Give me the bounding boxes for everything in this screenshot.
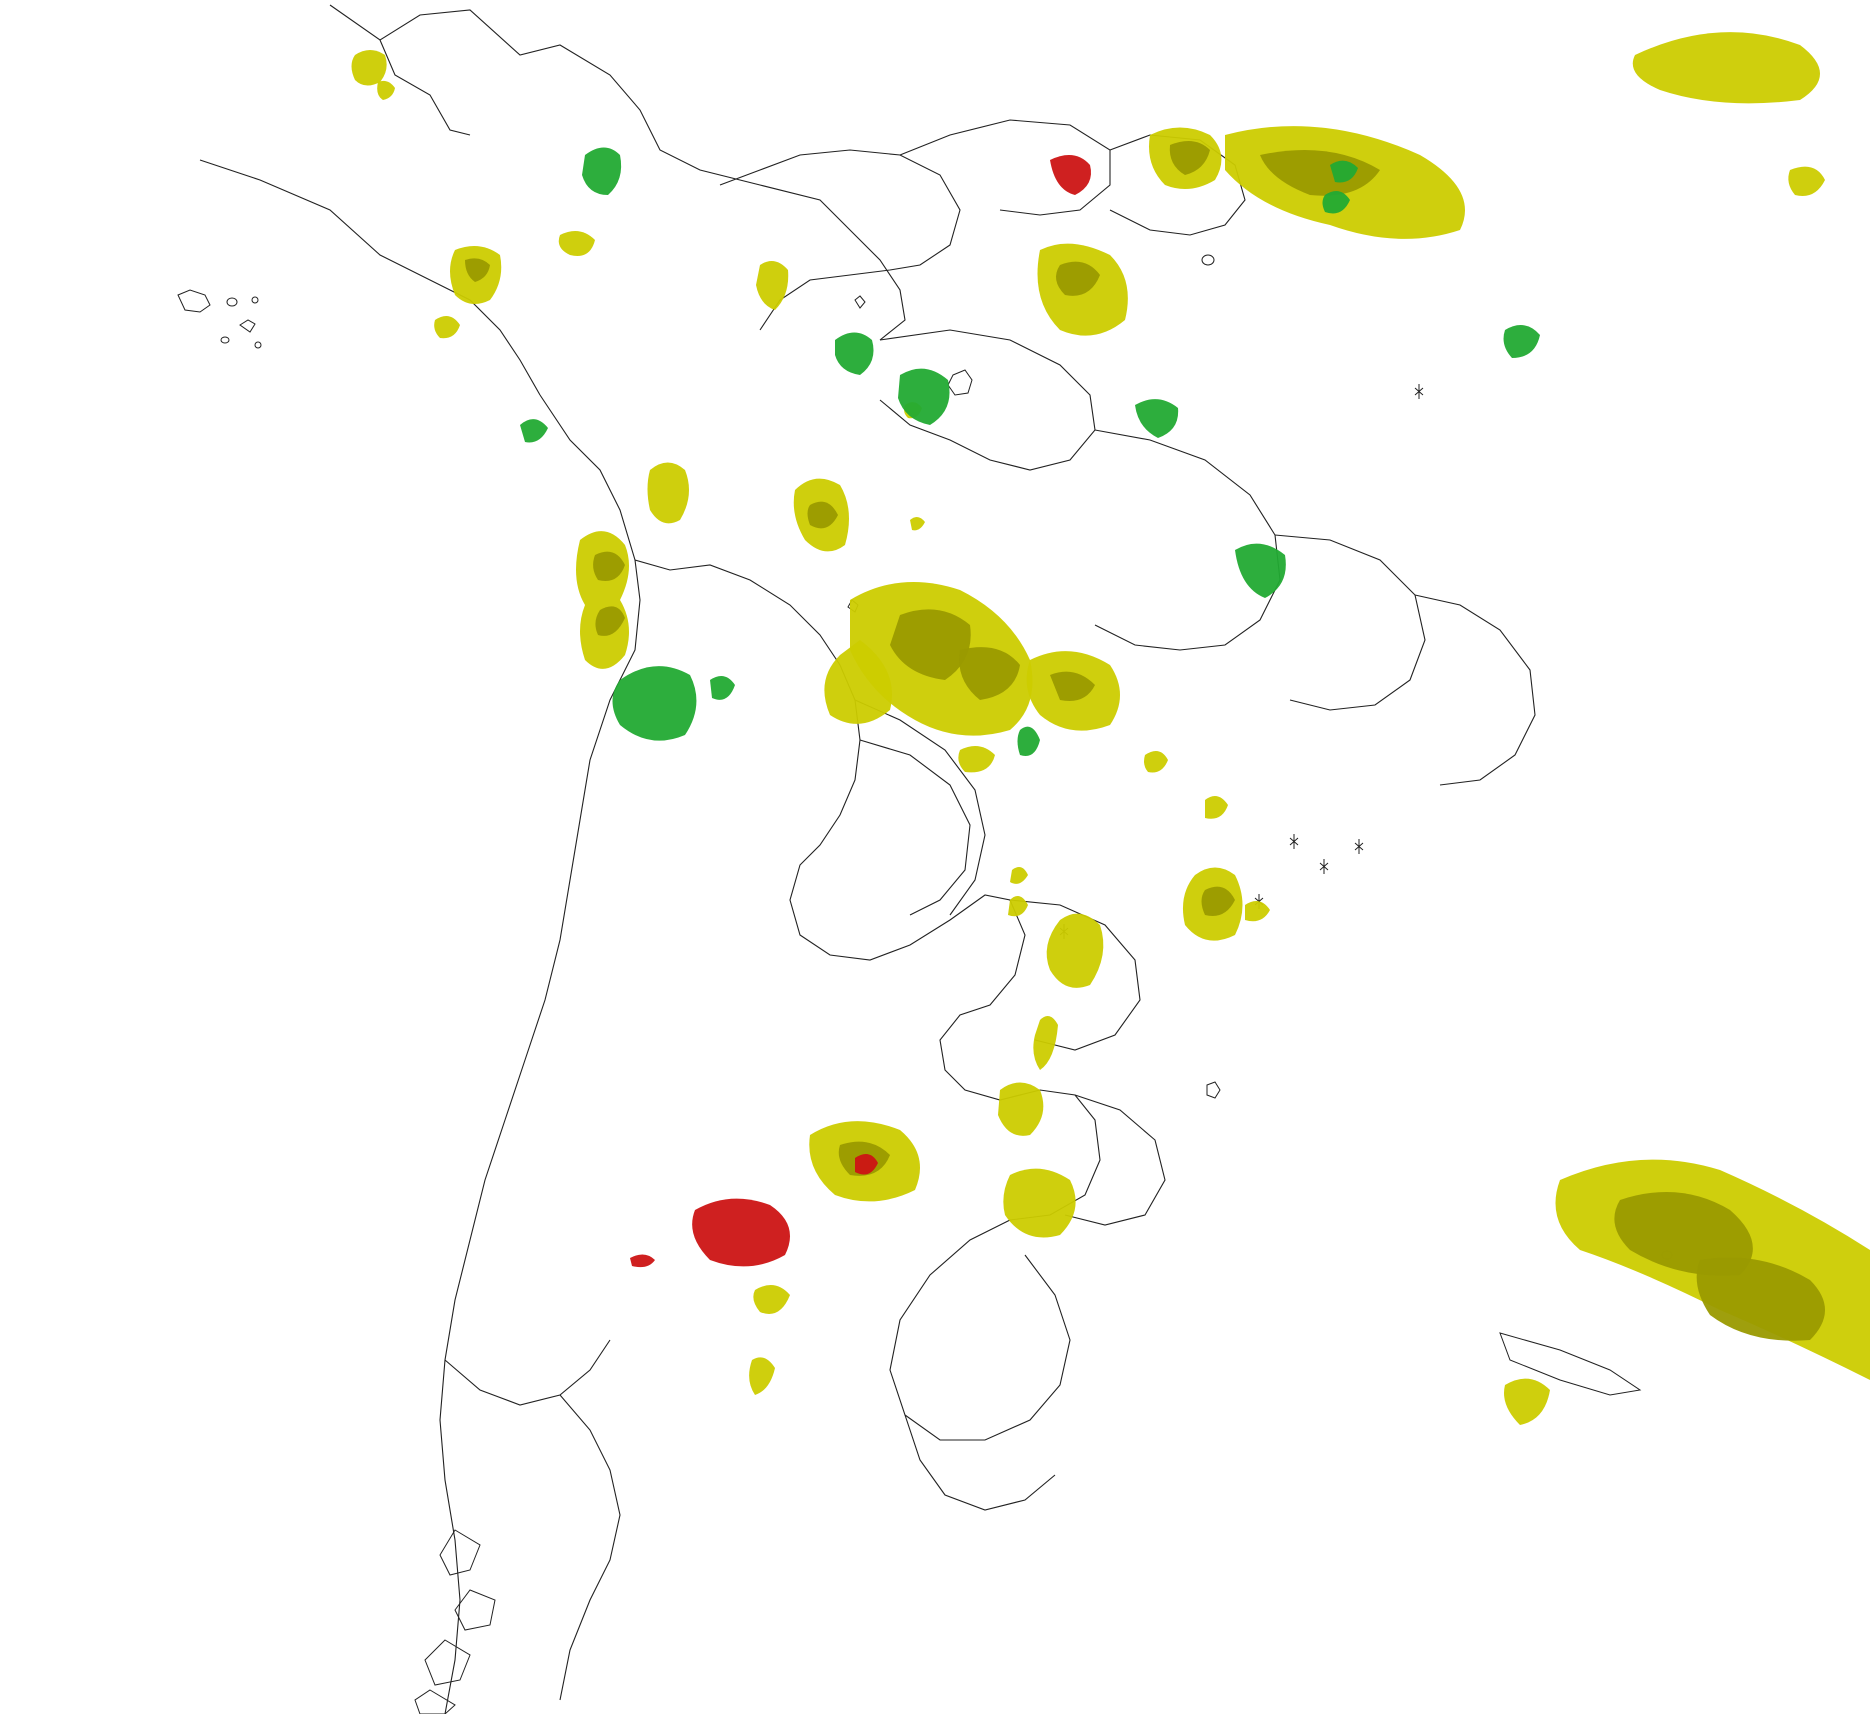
storm-cell-yellow <box>753 1285 790 1314</box>
storm-cell-yellow <box>998 1083 1043 1136</box>
storm-cell-green <box>835 333 874 376</box>
storm-cell-yellow <box>377 81 395 100</box>
storm-cell-yellow <box>756 261 788 310</box>
storm-cell-yellow <box>648 463 690 524</box>
storm-cell-yellow <box>1010 867 1028 884</box>
storm-cell-yellow <box>1788 167 1825 196</box>
storm-cell-red <box>1050 155 1091 195</box>
tiny-dot-icon <box>855 296 865 308</box>
storm-cell-yellow <box>559 231 595 256</box>
storm-cell-green <box>898 369 950 425</box>
south-america-weather-map <box>0 0 1870 1714</box>
storm-cell-yellow <box>352 50 387 86</box>
storm-cell-green <box>520 419 548 442</box>
storm-cell-yellow <box>1003 1169 1075 1238</box>
storm-cell-yellow <box>1144 751 1168 773</box>
storm-cell-yellow <box>958 746 995 772</box>
storm-cell-yellow <box>1033 1016 1058 1070</box>
storm-cell-yellow <box>749 1357 775 1395</box>
storm-cell-green <box>1135 399 1178 438</box>
storm-cell-green <box>1235 544 1286 598</box>
storm-cell-yellow <box>1008 896 1028 916</box>
galapagos-islands-icon <box>178 290 261 348</box>
country-borders <box>200 5 1535 1714</box>
storm-cell-yellow <box>1245 901 1270 921</box>
storm-cell-green <box>710 676 735 700</box>
storm-cell-green <box>582 148 621 196</box>
storm-cell-yellow <box>910 517 925 530</box>
storm-cell-yellow <box>1633 32 1820 103</box>
lake-titicaca-icon <box>948 370 972 395</box>
storm-cell-yellow <box>1504 1379 1550 1425</box>
storm-cell-red <box>630 1254 655 1267</box>
storm-cell-green <box>613 666 697 741</box>
lakes-and-small-islands <box>178 255 1672 1714</box>
storm-cell-yellow <box>1205 796 1228 819</box>
storm-cell-yellow <box>1047 914 1104 988</box>
ocean-station-markers <box>1060 384 1423 939</box>
map-svg <box>0 0 1870 1714</box>
small-island-icon <box>1207 1082 1220 1098</box>
storm-cell-yellow-large <box>576 531 629 669</box>
small-islet-icon-2 <box>1202 255 1214 265</box>
weather-cells-yellow <box>352 32 1870 1425</box>
storm-cell-yellow <box>434 316 460 338</box>
storm-cell-green <box>1018 727 1041 756</box>
chilean-archipelago-icon <box>415 1530 495 1714</box>
storm-cell-red-large <box>692 1199 790 1267</box>
storm-cell-green <box>1504 325 1540 358</box>
